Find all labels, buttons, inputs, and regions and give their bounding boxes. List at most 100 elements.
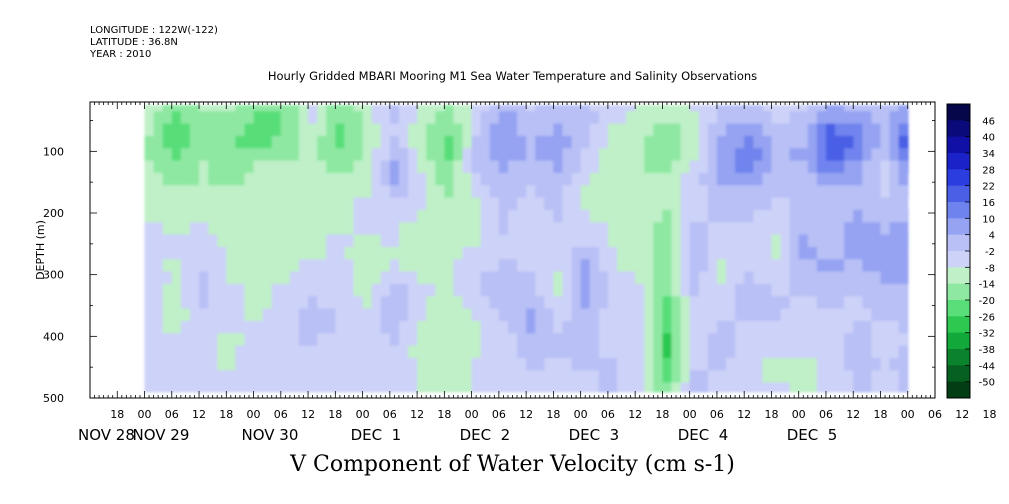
heatmap-cell bbox=[780, 135, 791, 149]
heatmap-cell bbox=[607, 185, 618, 199]
heatmap-cell bbox=[398, 382, 409, 393]
heatmap-cell bbox=[816, 308, 827, 322]
heatmap-cell bbox=[498, 111, 509, 125]
heatmap-cell bbox=[199, 320, 209, 334]
heatmap-cell bbox=[880, 333, 891, 347]
heatmap-cell bbox=[517, 222, 527, 236]
x-tick-label: 18 bbox=[328, 408, 342, 421]
heatmap-cell bbox=[435, 370, 445, 384]
heatmap-cell bbox=[680, 234, 691, 248]
heatmap-cell bbox=[535, 283, 545, 297]
heatmap-cell bbox=[371, 345, 382, 359]
heatmap-cell bbox=[580, 382, 591, 393]
heatmap-cell bbox=[716, 308, 727, 322]
heatmap-cell bbox=[671, 148, 682, 162]
heatmap-cell bbox=[753, 308, 763, 322]
heatmap-cell bbox=[317, 111, 327, 125]
heatmap-cell bbox=[607, 320, 618, 334]
heatmap-cell bbox=[816, 370, 827, 384]
heatmap-cell bbox=[798, 320, 809, 334]
heatmap-cell bbox=[744, 246, 754, 260]
heatmap-cell bbox=[462, 209, 473, 223]
heatmap-cell bbox=[444, 345, 455, 359]
heatmap-cell bbox=[753, 382, 763, 393]
heatmap-cell bbox=[444, 197, 455, 211]
heatmap-cell bbox=[235, 259, 246, 273]
heatmap-cell bbox=[526, 185, 536, 199]
heatmap-cell bbox=[180, 111, 191, 125]
heatmap-cell bbox=[535, 135, 545, 149]
heatmap-cell bbox=[235, 135, 246, 149]
heatmap-cell bbox=[562, 259, 573, 273]
heatmap-cell bbox=[371, 357, 382, 371]
heatmap-cell bbox=[208, 271, 218, 285]
heatmap-cell bbox=[426, 148, 436, 162]
heatmap-cell bbox=[789, 296, 800, 310]
heatmap-cell bbox=[726, 148, 736, 162]
heatmap-cell bbox=[780, 111, 791, 125]
heatmap-cell bbox=[889, 345, 900, 359]
heatmap-cell bbox=[626, 357, 636, 371]
heatmap-cell bbox=[171, 197, 182, 211]
heatmap-cell bbox=[535, 105, 545, 112]
heatmap-cell bbox=[398, 345, 409, 359]
heatmap-cell bbox=[698, 222, 709, 236]
heatmap-cell bbox=[571, 357, 582, 371]
heatmap-cell bbox=[580, 172, 591, 186]
heatmap-cell bbox=[162, 197, 173, 211]
heatmap-cell bbox=[680, 283, 691, 297]
heatmap-cell bbox=[253, 105, 264, 112]
colorbar-label: 34 bbox=[982, 149, 995, 160]
heatmap-cell bbox=[880, 345, 891, 359]
heatmap-cell bbox=[589, 111, 600, 125]
heatmap-cell bbox=[208, 333, 218, 347]
heatmap-cell bbox=[289, 345, 300, 359]
heatmap-cell bbox=[635, 296, 645, 310]
heatmap-cell bbox=[598, 209, 609, 223]
heatmap-cell bbox=[517, 148, 527, 162]
heatmap-cell bbox=[362, 370, 373, 384]
heatmap-cell bbox=[553, 172, 564, 186]
heatmap-cell bbox=[435, 209, 445, 223]
heatmap-cell bbox=[726, 234, 736, 248]
heatmap-cell bbox=[798, 105, 809, 112]
heatmap-cell bbox=[653, 333, 664, 347]
heatmap-cell bbox=[907, 283, 909, 297]
heatmap-cell bbox=[762, 234, 773, 248]
heatmap-cell bbox=[716, 357, 727, 371]
heatmap-cell bbox=[698, 308, 709, 322]
heatmap-cell bbox=[235, 160, 246, 174]
heatmap-cell bbox=[735, 296, 745, 310]
heatmap-cell bbox=[744, 123, 754, 137]
heatmap-cell bbox=[771, 209, 782, 223]
heatmap-cell bbox=[462, 308, 473, 322]
heatmap-cell bbox=[208, 105, 218, 112]
heatmap-cell bbox=[898, 222, 909, 236]
heatmap-cell bbox=[835, 160, 845, 174]
heatmap-cell bbox=[871, 296, 882, 310]
heatmap-cell bbox=[580, 123, 591, 137]
heatmap-cell bbox=[426, 185, 436, 199]
heatmap-cell bbox=[244, 185, 255, 199]
heatmap-cell bbox=[626, 246, 636, 260]
heatmap-cell bbox=[835, 246, 845, 260]
heatmap-cell bbox=[789, 105, 800, 112]
heatmap-cell bbox=[489, 185, 500, 199]
heatmap-cell bbox=[907, 197, 909, 211]
heatmap-cell bbox=[726, 123, 736, 137]
heatmap-cell bbox=[253, 209, 264, 223]
heatmap-cell bbox=[653, 234, 664, 248]
heatmap-cell bbox=[735, 160, 745, 174]
heatmap-cell bbox=[653, 296, 664, 310]
heatmap-cell bbox=[544, 111, 554, 125]
heatmap-cell bbox=[807, 135, 818, 149]
heatmap-cell bbox=[871, 283, 882, 297]
heatmap-cell bbox=[898, 185, 909, 199]
heatmap-cell bbox=[180, 357, 191, 371]
heatmap-cell bbox=[653, 259, 664, 273]
heatmap-cell bbox=[480, 222, 491, 236]
heatmap-cell bbox=[626, 222, 636, 236]
heatmap-cell bbox=[707, 105, 718, 112]
heatmap-cell bbox=[607, 246, 618, 260]
heatmap-cell bbox=[735, 308, 745, 322]
